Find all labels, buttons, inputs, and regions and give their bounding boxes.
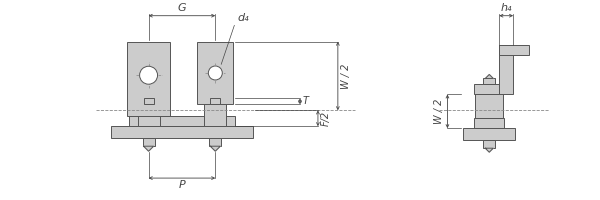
Text: P: P <box>179 180 185 190</box>
Text: W / 2: W / 2 <box>341 63 351 89</box>
Text: h₄: h₄ <box>500 3 512 13</box>
Polygon shape <box>485 74 493 78</box>
Bar <box>143 98 154 104</box>
Bar <box>111 126 253 138</box>
Bar <box>484 78 495 84</box>
Text: F/2: F/2 <box>321 111 331 126</box>
Bar <box>475 84 504 94</box>
Polygon shape <box>211 146 220 151</box>
Text: T: T <box>303 96 309 106</box>
Bar <box>211 98 220 104</box>
Bar <box>475 94 503 118</box>
Circle shape <box>140 66 158 84</box>
Bar <box>463 128 515 140</box>
Bar <box>209 138 221 146</box>
Bar <box>475 118 504 128</box>
Bar <box>143 138 155 146</box>
Bar <box>499 45 513 94</box>
Bar <box>197 42 233 104</box>
Text: d₄: d₄ <box>237 13 249 23</box>
Polygon shape <box>143 146 154 151</box>
Bar <box>484 140 495 148</box>
Circle shape <box>208 66 222 80</box>
Bar <box>137 104 160 126</box>
Polygon shape <box>485 148 493 152</box>
Bar <box>205 104 226 126</box>
Bar <box>127 42 170 116</box>
Text: W / 2: W / 2 <box>434 99 445 124</box>
Text: G: G <box>178 3 186 13</box>
Bar <box>499 45 529 55</box>
Bar <box>128 116 235 126</box>
